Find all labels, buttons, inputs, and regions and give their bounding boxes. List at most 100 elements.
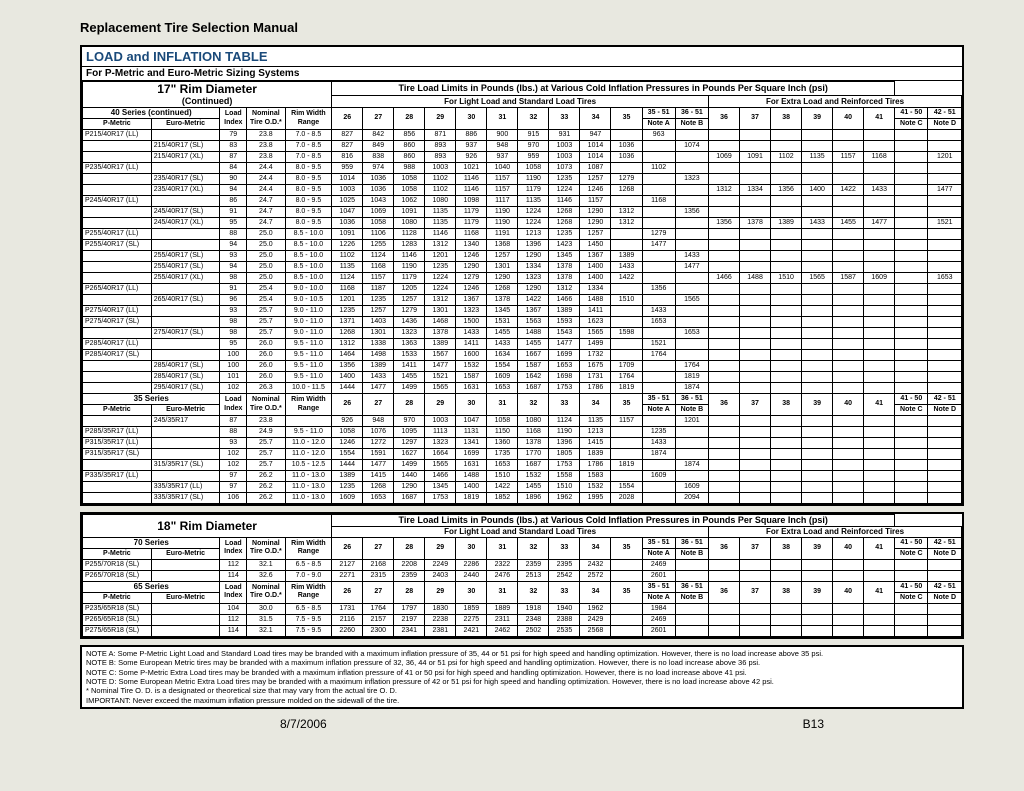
cell <box>928 240 962 251</box>
cell <box>833 350 864 361</box>
cell: 1433 <box>642 438 675 449</box>
cell <box>83 207 152 218</box>
cell <box>642 273 675 284</box>
cell: 7.0 - 8.5 <box>285 152 332 163</box>
cell: 1168 <box>518 427 549 438</box>
cell: 25.0 <box>247 229 286 240</box>
cell: 1423 <box>549 240 580 251</box>
cell <box>833 383 864 394</box>
cell: 1839 <box>580 449 611 460</box>
cell: 1565 <box>580 328 611 339</box>
cell: 98 <box>220 273 247 284</box>
cell <box>709 328 740 339</box>
cell: 93 <box>220 438 247 449</box>
cell: 8.5 - 10.0 <box>285 240 332 251</box>
cell <box>83 416 152 427</box>
cell: 1312 <box>425 240 456 251</box>
cell <box>895 328 928 339</box>
cell: 2260 <box>332 625 363 636</box>
cell <box>151 559 220 570</box>
cell: 2300 <box>363 625 394 636</box>
cell <box>802 416 833 427</box>
cell: 94 <box>220 240 247 251</box>
cell <box>833 372 864 383</box>
table-row: 315/35R17 (SL)10225.710.5 - 12.514441477… <box>83 460 962 471</box>
cell: 9.0 - 11.0 <box>285 306 332 317</box>
cell: 2238 <box>425 614 456 625</box>
cell: 11.0 - 13.0 <box>285 493 332 504</box>
cell: 893 <box>425 152 456 163</box>
cell: 1433 <box>802 218 833 229</box>
cell: 8.0 - 9.5 <box>285 185 332 196</box>
cell <box>709 196 740 207</box>
cell: 1135 <box>425 207 456 218</box>
cell: 1356 <box>332 361 363 372</box>
cell <box>928 262 962 273</box>
cell: 1642 <box>518 372 549 383</box>
cell <box>833 438 864 449</box>
cell <box>740 328 771 339</box>
cell: 1653 <box>363 493 394 504</box>
cell <box>833 262 864 273</box>
cell: 1124 <box>363 251 394 262</box>
cell <box>864 570 895 581</box>
cell: 87 <box>220 416 247 427</box>
cell: 2094 <box>675 493 708 504</box>
cell <box>928 350 962 361</box>
cell <box>611 603 642 614</box>
cell <box>833 163 864 174</box>
cell: P235/40R17 (LL) <box>83 163 152 174</box>
cell: 1168 <box>363 262 394 273</box>
cell <box>709 251 740 262</box>
cell <box>928 427 962 438</box>
table-row: P215/40R17 (LL)7923.87.0 - 8.58278428568… <box>83 130 962 141</box>
cell: 1422 <box>611 273 642 284</box>
cell: 1290 <box>580 218 611 229</box>
cell: 86 <box>220 196 247 207</box>
cell: 8.0 - 9.5 <box>285 218 332 229</box>
cell: 1415 <box>363 471 394 482</box>
cell <box>895 262 928 273</box>
cell: 1764 <box>675 361 708 372</box>
cell <box>833 625 864 636</box>
cell <box>771 460 802 471</box>
cell <box>151 570 220 581</box>
cell: 1477 <box>642 240 675 251</box>
cell <box>802 339 833 350</box>
cell: 1190 <box>549 427 580 438</box>
cell <box>771 196 802 207</box>
cell: 79 <box>220 130 247 141</box>
cell: 9.5 - 11.0 <box>285 427 332 438</box>
cell: 255/40R17 (SL) <box>151 262 220 273</box>
cell <box>928 559 962 570</box>
cell: 1786 <box>580 460 611 471</box>
cell: 1179 <box>456 207 487 218</box>
cell: 102 <box>220 383 247 394</box>
table-row: P275/40R17 (LL)9325.79.0 - 11.0123512571… <box>83 306 962 317</box>
cell: 1312 <box>611 218 642 229</box>
cell: 1323 <box>394 328 425 339</box>
cell <box>709 614 740 625</box>
cell: 1477 <box>928 185 962 196</box>
cell: 1422 <box>518 295 549 306</box>
cell <box>83 295 152 306</box>
cell: 96 <box>220 295 247 306</box>
cell: 1340 <box>456 240 487 251</box>
cell <box>709 284 740 295</box>
cell: P235/65R18 (SL) <box>83 603 152 614</box>
cell <box>802 482 833 493</box>
cell <box>895 570 928 581</box>
table-row: 235/40R17 (XL)9424.48.0 - 9.510031036105… <box>83 185 962 196</box>
cell <box>151 449 220 460</box>
cell <box>802 130 833 141</box>
cell: 860 <box>394 141 425 152</box>
cell <box>709 625 740 636</box>
footer: 8/7/2006 B13 <box>80 717 964 731</box>
cell: 2513 <box>518 570 549 581</box>
cell <box>675 625 708 636</box>
cell <box>740 559 771 570</box>
cell: 1786 <box>580 383 611 394</box>
cell <box>802 570 833 581</box>
cell <box>709 174 740 185</box>
cell <box>833 449 864 460</box>
